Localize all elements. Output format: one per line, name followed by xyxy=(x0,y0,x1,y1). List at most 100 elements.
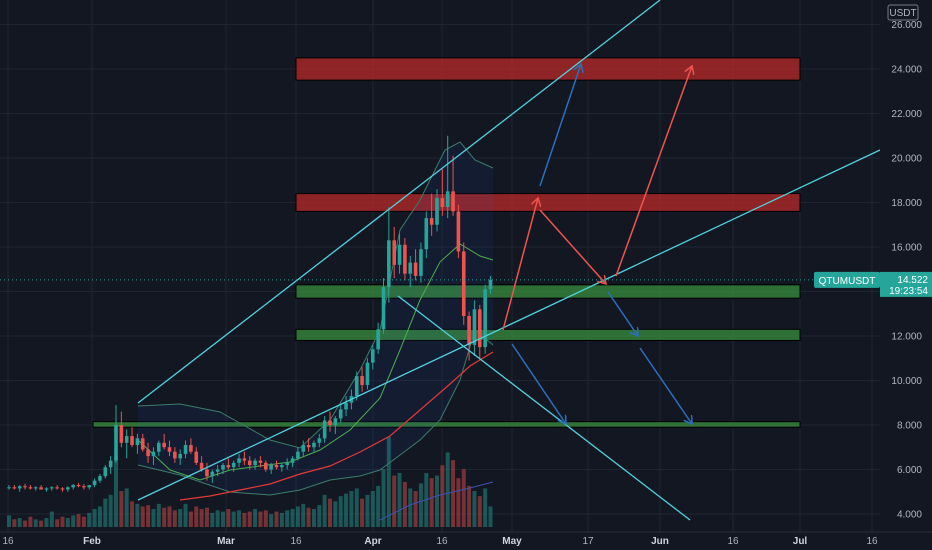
support-zone xyxy=(295,284,801,299)
y-tick-label: 16.000 xyxy=(891,243,922,254)
candle-body xyxy=(114,425,118,461)
candle-body xyxy=(322,420,327,439)
volume-bar xyxy=(311,509,316,527)
candle-body xyxy=(226,465,231,468)
volume-bar xyxy=(365,494,370,527)
candle-body xyxy=(274,465,279,468)
volume-bar xyxy=(71,515,76,527)
volume-bar xyxy=(456,478,461,527)
volume-bar xyxy=(461,469,466,527)
arrow-blue xyxy=(511,343,566,424)
volume-bar xyxy=(263,510,268,527)
candle-body xyxy=(60,488,65,490)
volume-bar xyxy=(135,503,140,527)
candle-body xyxy=(76,485,81,487)
volume-bar xyxy=(301,503,306,527)
arrow-blue xyxy=(639,347,692,424)
x-tick-label: Apr xyxy=(364,536,381,547)
candle-body xyxy=(467,315,471,345)
candle-body xyxy=(162,442,166,448)
candle-body xyxy=(371,349,375,363)
volume-bar xyxy=(349,491,354,527)
candle-body xyxy=(392,240,396,265)
x-tick-label: 16 xyxy=(2,536,14,547)
candle-body xyxy=(413,262,418,276)
x-tick-label: 16 xyxy=(866,536,878,547)
trendline-lower-channel xyxy=(137,149,881,501)
volume-bar xyxy=(328,498,332,527)
candle-body xyxy=(419,249,423,276)
bollinger-lower xyxy=(137,329,494,496)
arrow-red xyxy=(502,198,538,331)
volume-bar xyxy=(467,485,472,527)
trendline-upper-channel xyxy=(137,0,661,404)
candle-body xyxy=(103,467,108,477)
candle-body xyxy=(312,442,316,448)
volume-bar xyxy=(402,482,407,527)
volume-bar xyxy=(151,509,156,527)
volume-bar xyxy=(167,506,172,527)
candle-body xyxy=(194,451,199,463)
ma-red xyxy=(179,351,494,501)
volume-bar xyxy=(28,516,33,527)
volume-bar xyxy=(418,483,423,527)
volume-bar xyxy=(413,491,418,527)
candle-body xyxy=(92,480,97,486)
volume-bar xyxy=(33,519,38,527)
x-tick-label: 16 xyxy=(436,536,448,547)
candle-body xyxy=(119,425,124,443)
volume-bar xyxy=(60,516,65,527)
candle-body xyxy=(456,211,461,252)
y-tick-label: 24.000 xyxy=(891,65,922,76)
volume-bar xyxy=(290,509,295,527)
x-tick-label: May xyxy=(502,536,522,547)
volume-bar xyxy=(435,475,439,527)
x-tick-label: Mar xyxy=(217,536,235,547)
y-tick-label: 4.000 xyxy=(897,510,922,521)
candle-body xyxy=(440,198,445,207)
volume-bar xyxy=(199,509,204,527)
candle-body xyxy=(478,309,482,348)
volume-bar xyxy=(269,514,274,527)
volume-bar xyxy=(488,506,493,527)
candle-body xyxy=(242,458,247,461)
volume-bar xyxy=(322,494,327,527)
volume-bar xyxy=(23,520,28,527)
resistance-zone xyxy=(295,57,801,81)
candle-body xyxy=(17,486,22,489)
candle-body xyxy=(157,442,161,452)
candle-body xyxy=(28,487,33,489)
candle-body xyxy=(328,420,332,425)
arrow-red xyxy=(615,66,692,277)
volume-bar xyxy=(247,511,252,527)
candle-body xyxy=(231,462,236,468)
candle-body xyxy=(221,465,225,470)
candle-body xyxy=(381,287,386,330)
volume-bar xyxy=(445,452,450,527)
x-tick-label: 17 xyxy=(582,536,594,547)
volume-bar xyxy=(7,515,11,527)
candle-body xyxy=(33,487,38,489)
volume-bar xyxy=(114,456,118,527)
candle-body xyxy=(461,251,466,316)
volume-bar xyxy=(429,478,434,527)
volume-bar xyxy=(317,505,322,527)
volume-bar xyxy=(477,496,482,527)
volume-bar xyxy=(130,501,135,527)
candle-body xyxy=(247,460,252,466)
y-tick-label: 26.000 xyxy=(891,20,922,31)
resistance-zone xyxy=(295,193,801,212)
candle-body xyxy=(306,445,311,448)
volume-bar xyxy=(354,488,359,527)
volume-bar xyxy=(194,506,199,527)
volume-bar xyxy=(258,511,263,527)
x-tick-label: Feb xyxy=(83,536,101,547)
candle-body xyxy=(269,465,273,470)
volume-bar xyxy=(124,488,129,527)
candle-body xyxy=(189,445,193,452)
candle-body xyxy=(397,244,402,265)
volume-bar xyxy=(17,518,22,527)
candle-body xyxy=(488,279,493,290)
